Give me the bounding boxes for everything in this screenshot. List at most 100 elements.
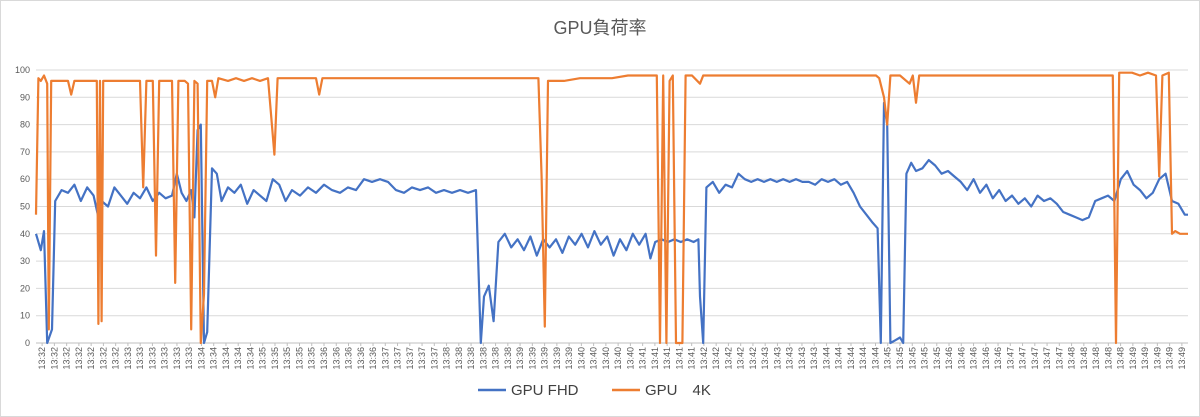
x-tick-label: 13:41 xyxy=(650,347,660,370)
x-tick-label: 13:47 xyxy=(1005,347,1015,370)
x-tick-label: 13:38 xyxy=(466,347,476,370)
x-tick-label: 13:34 xyxy=(233,347,243,370)
x-tick-label: 13:40 xyxy=(589,347,599,370)
x-tick-label: 13:49 xyxy=(1128,347,1138,370)
x-tick-label: 13:32 xyxy=(74,347,84,370)
x-tick-label: 13:33 xyxy=(160,347,170,370)
x-tick-label: 13:42 xyxy=(736,347,746,370)
x-tick-label: 13:34 xyxy=(209,347,219,370)
x-tick-label: 13:36 xyxy=(331,347,341,370)
x-tick-label: 13:39 xyxy=(540,347,550,370)
x-tick-label: 13:35 xyxy=(294,347,304,370)
x-tick-label: 13:33 xyxy=(184,347,194,370)
x-tick-label: 13:44 xyxy=(846,347,856,370)
x-tick-label: 13:48 xyxy=(1067,347,1077,370)
x-tick-label: 13:46 xyxy=(993,347,1003,370)
x-tick-label: 13:37 xyxy=(417,347,427,370)
x-tick-label: 13:36 xyxy=(344,347,354,370)
x-tick-label: 13:35 xyxy=(258,347,268,370)
x-tick-label: 13:47 xyxy=(1054,347,1064,370)
x-tick-label: 13:47 xyxy=(1018,347,1028,370)
x-tick-label: 13:36 xyxy=(356,347,366,370)
y-tick-label: 0 xyxy=(25,338,30,348)
series-line-gpu-4k xyxy=(34,71,1188,345)
x-tick-label: 13:32 xyxy=(62,347,72,370)
x-tick-label: 13:39 xyxy=(564,347,574,370)
x-tick-label: 13:44 xyxy=(858,347,868,370)
x-tick-label: 13:42 xyxy=(723,347,733,370)
x-tick-label: 13:38 xyxy=(478,347,488,370)
x-tick-label: 13:37 xyxy=(429,347,439,370)
x-tick-label: 13:40 xyxy=(613,347,623,370)
y-tick-label: 70 xyxy=(20,147,30,157)
x-tick-label: 13:49 xyxy=(1165,347,1175,370)
x-tick-label: 13:39 xyxy=(515,347,525,370)
x-tick-label: 13:49 xyxy=(1177,347,1187,370)
x-tick-label: 13:35 xyxy=(270,347,280,370)
x-tick-label: 13:42 xyxy=(748,347,758,370)
x-tick-label: 13:40 xyxy=(625,347,635,370)
y-tick-label: 40 xyxy=(20,229,30,239)
legend-label: GPU 4K xyxy=(645,382,711,399)
x-tick-label: 13:40 xyxy=(576,347,586,370)
x-tick-label: 13:33 xyxy=(123,347,133,370)
x-tick-label: 13:49 xyxy=(1152,347,1162,370)
x-tick-label: 13:44 xyxy=(870,347,880,370)
x-tick-label: 13:39 xyxy=(527,347,537,370)
x-tick-label: 13:49 xyxy=(1140,347,1150,370)
x-tick-label: 13:45 xyxy=(932,347,942,370)
x-tick-label: 13:45 xyxy=(920,347,930,370)
x-tick-label: 13:43 xyxy=(785,347,795,370)
x-tick-label: 13:32 xyxy=(37,347,47,370)
x-tick-label: 13:43 xyxy=(797,347,807,370)
x-tick-label: 13:45 xyxy=(895,347,905,370)
y-tick-label: 90 xyxy=(20,92,30,102)
x-tick-label: 13:40 xyxy=(601,347,611,370)
x-tick-label: 13:41 xyxy=(638,347,648,370)
x-tick-label: 13:34 xyxy=(196,347,206,370)
y-tick-label: 100 xyxy=(15,65,30,75)
x-tick-label: 13:48 xyxy=(1079,347,1089,370)
legend-label: GPU FHD xyxy=(511,382,579,399)
x-tick-label: 13:44 xyxy=(821,347,831,370)
x-tick-label: 13:46 xyxy=(956,347,966,370)
x-tick-label: 13:48 xyxy=(1116,347,1126,370)
x-tick-label: 13:47 xyxy=(1030,347,1040,370)
x-tick-label: 13:48 xyxy=(1091,347,1101,370)
x-tick-label: 13:41 xyxy=(662,347,672,370)
x-tick-label: 13:38 xyxy=(442,347,452,370)
x-tick-label: 13:43 xyxy=(809,347,819,370)
x-tick-label: 13:39 xyxy=(552,347,562,370)
x-tick-label: 13:38 xyxy=(503,347,513,370)
y-tick-label: 50 xyxy=(20,202,30,212)
series-line-gpu-fhd xyxy=(34,101,1188,345)
x-tick-label: 13:34 xyxy=(221,347,231,370)
x-tick-label: 13:35 xyxy=(307,347,317,370)
x-tick-label: 13:42 xyxy=(699,347,709,370)
x-tick-label: 13:33 xyxy=(147,347,157,370)
x-tick-label: 13:38 xyxy=(491,347,501,370)
x-tick-label: 13:37 xyxy=(380,347,390,370)
x-tick-label: 13:42 xyxy=(711,347,721,370)
x-tick-label: 13:48 xyxy=(1103,347,1113,370)
x-tick-label: 13:37 xyxy=(405,347,415,370)
x-tick-label: 13:32 xyxy=(98,347,108,370)
y-tick-label: 60 xyxy=(20,174,30,184)
x-tick-label: 13:35 xyxy=(282,347,292,370)
x-tick-label: 13:32 xyxy=(111,347,121,370)
x-tick-label: 13:34 xyxy=(245,347,255,370)
x-tick-label: 13:45 xyxy=(883,347,893,370)
y-tick-label: 30 xyxy=(20,256,30,266)
x-tick-label: 13:46 xyxy=(944,347,954,370)
y-tick-label: 10 xyxy=(20,311,30,321)
x-tick-label: 13:46 xyxy=(981,347,991,370)
x-tick-label: 13:32 xyxy=(86,347,96,370)
x-tick-label: 13:33 xyxy=(135,347,145,370)
x-tick-label: 13:36 xyxy=(368,347,378,370)
y-tick-label: 20 xyxy=(20,283,30,293)
y-tick-label: 80 xyxy=(20,120,30,130)
x-tick-label: 13:37 xyxy=(393,347,403,370)
x-tick-label: 13:43 xyxy=(760,347,770,370)
chart-title: GPU負荷率 xyxy=(553,18,647,38)
